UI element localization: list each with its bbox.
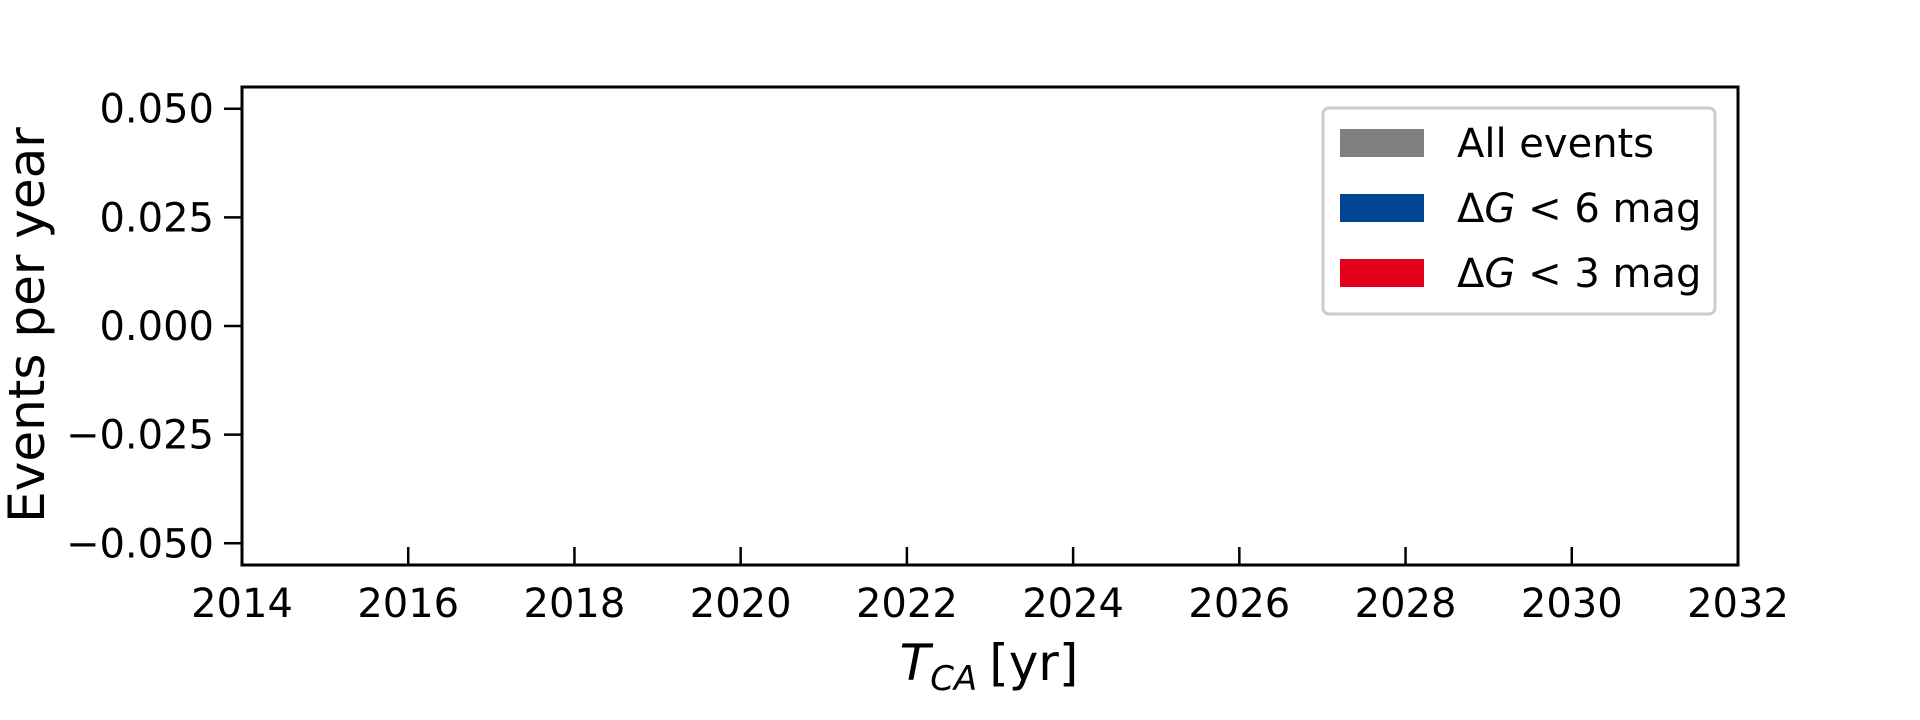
x-tick-label: 2016 bbox=[357, 581, 459, 627]
y-tick-label: −0.050 bbox=[66, 521, 214, 567]
legend-label-dg3-rest: < 3 mag bbox=[1515, 251, 1701, 297]
legend-label-dg6-var: G bbox=[1484, 186, 1515, 232]
x-tick-label: 2024 bbox=[1022, 581, 1124, 627]
x-tick-label: 2014 bbox=[191, 581, 293, 627]
legend-label-dg6-rest: < 6 mag bbox=[1515, 186, 1701, 232]
legend-label-dg3: ΔG < 3 mag bbox=[1457, 251, 1701, 297]
y-tick-label: −0.025 bbox=[66, 413, 214, 459]
y-tick-label: 0.025 bbox=[99, 195, 214, 241]
x-axis-label-var: T bbox=[900, 634, 934, 692]
x-tick-label: 2028 bbox=[1355, 581, 1457, 627]
legend: All events ΔG < 6 mag ΔG < 3 mag bbox=[1321, 106, 1717, 316]
x-tick-label: 2026 bbox=[1188, 581, 1290, 627]
y-axis: 0.050 0.025 0.000 −0.025 −0.050 bbox=[66, 87, 242, 567]
x-tick-label: 2018 bbox=[524, 581, 626, 627]
legend-label-dg3-delta: Δ bbox=[1457, 251, 1485, 297]
legend-swatch-all-events bbox=[1340, 129, 1424, 157]
plot-frame bbox=[240, 85, 1740, 567]
x-axis-label: TCA [yr] bbox=[900, 634, 1079, 699]
legend-swatch-dg6 bbox=[1340, 194, 1424, 222]
x-tick-label: 2030 bbox=[1521, 581, 1623, 627]
x-tick-label: 2022 bbox=[856, 581, 958, 627]
legend-label-dg6-delta: Δ bbox=[1457, 186, 1485, 232]
y-axis-label: Events per year bbox=[0, 127, 56, 523]
x-axis: 2014 2016 2018 2020 2022 2024 2026 2028 2030 2032 bbox=[191, 547, 1789, 627]
legend-swatch-dg3 bbox=[1340, 259, 1424, 287]
y-tick-label: 0.050 bbox=[99, 87, 214, 133]
x-axis-label-unit: [yr] bbox=[989, 634, 1078, 692]
y-tick-label: 0.000 bbox=[99, 304, 214, 350]
legend-label-dg3-var: G bbox=[1484, 251, 1515, 297]
x-axis-label-subscript: CA bbox=[930, 659, 977, 699]
legend-label-dg6: ΔG < 6 mag bbox=[1457, 186, 1701, 232]
legend-label-all-events: All events bbox=[1457, 121, 1654, 167]
x-tick-label: 2032 bbox=[1687, 581, 1789, 627]
x-tick-label: 2020 bbox=[690, 581, 792, 627]
